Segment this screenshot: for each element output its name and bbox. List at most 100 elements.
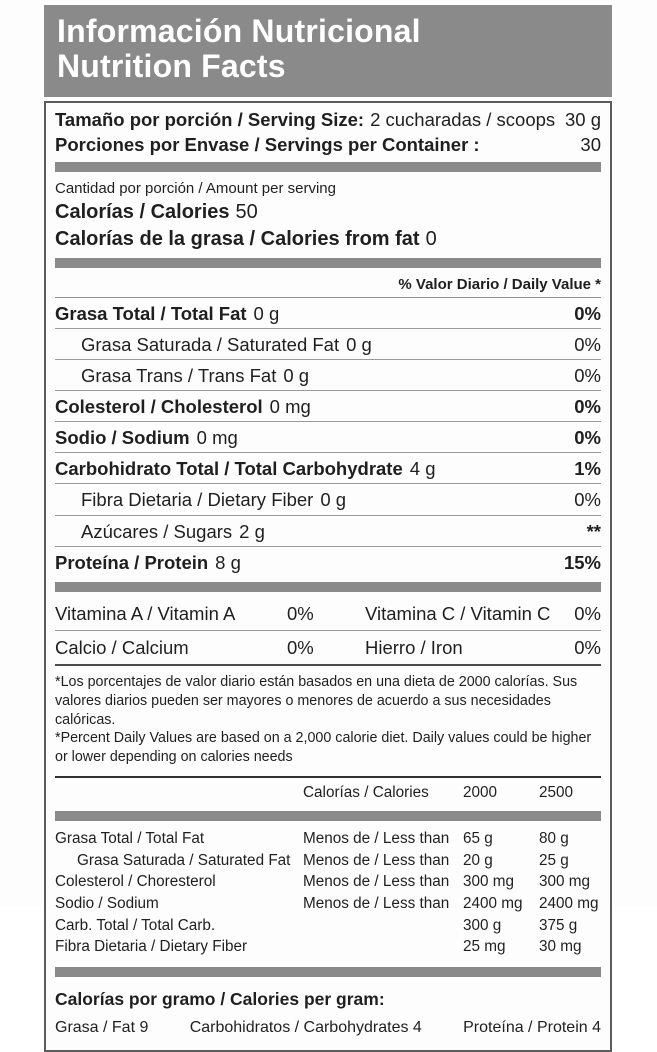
- calories-label: Calorías / Calories: [55, 200, 230, 223]
- reference-nutrient: Colesterol / Choresterol: [55, 873, 216, 891]
- iron-label: Hierro / Iron: [365, 636, 463, 658]
- calories-from-fat-label: Calorías de la grasa / Calories from fat: [55, 227, 420, 250]
- serving-size-label: Tamaño por porción / Serving Size:: [55, 109, 365, 131]
- separator-bar: [55, 581, 601, 592]
- serving-size-amount: 30 g: [564, 109, 601, 131]
- serving-size-value: 2 cucharadas / scoops: [370, 109, 556, 131]
- nutrient-row-saturated-fat: Grasa Saturada / Saturated Fat 0 g 0%: [55, 329, 601, 360]
- nutrition-label-page: Información Nutricional Nutrition Facts …: [44, 5, 612, 1052]
- reference-condition: Menos de / Less than: [303, 851, 450, 869]
- nutrient-amount: 0 g: [346, 333, 372, 355]
- daily-value-header: % Valor Diario / Daily Value *: [55, 273, 601, 298]
- reference-nutrient: Fibra Dietaria / Dietary Fiber: [55, 938, 248, 956]
- nutrient-daily-value: 0%: [574, 489, 601, 511]
- nutrient-label: Proteína / Protein 8 g: [55, 551, 241, 574]
- calories-row: Calorías / Calories 50: [55, 199, 601, 226]
- reference-value-2500: 300 mg: [539, 873, 591, 891]
- nutrient-row-cholesterol: Colesterol / Cholesterol 0 mg 0%: [55, 391, 601, 423]
- iron-value: 0%: [574, 636, 601, 658]
- servings-per-container-value: 30: [580, 133, 601, 155]
- calories-per-gram-row: Grasa / Fat 9 Carbohidratos / Carbohydra…: [55, 1012, 601, 1046]
- nutrient-name: Grasa Saturada / Saturated Fat: [81, 333, 340, 355]
- reference-value-2000: 25 mg: [463, 938, 506, 956]
- footnotes: *Los porcentajes de valor diario están b…: [55, 666, 601, 776]
- reference-nutrient: Grasa Total / Total Fat: [55, 829, 205, 847]
- nutrient-daily-value: 15%: [563, 551, 601, 573]
- nutrient-amount: 2 g: [239, 520, 265, 542]
- nutrient-name: Fibra Dietaria / Dietary Fiber: [81, 489, 314, 511]
- nutrient-label: Grasa Trans / Trans Fat 0 g: [81, 364, 309, 387]
- nutrient-daily-value: 1%: [574, 458, 601, 480]
- vitamin-a-value: 0%: [287, 602, 314, 624]
- servings-per-container-label: Porciones por Envase / Servings per Cont…: [55, 133, 480, 155]
- nutrient-amount: 0 g: [283, 364, 310, 386]
- reference-condition: [303, 915, 461, 937]
- nutrient-name: Colesterol / Cholesterol: [55, 396, 263, 418]
- nutrient-name: Grasa Total / Total Fat: [55, 302, 247, 324]
- reference-col-2000: 2000: [463, 784, 498, 802]
- nutrient-label: Azúcares / Sugars 2 g: [81, 520, 265, 543]
- vitamin-c-label: Vitamina C / Vitamin C: [365, 602, 551, 624]
- reference-value-2000: 65 g: [463, 829, 493, 847]
- nutrient-row-protein: Proteína / Protein 8 g 15%: [55, 547, 601, 577]
- calories-from-fat-row: Calorías de la grasa / Calories from fat…: [55, 226, 601, 253]
- nutrient-name: Grasa Trans / Trans Fat: [81, 364, 277, 386]
- reference-value-2000: 2400 mg: [463, 894, 523, 912]
- amount-per-serving-label: Cantidad por porción / Amount per servin…: [55, 180, 336, 198]
- vitamins-section: Vitamina A / Vitamin A 0% Vitamina C / V…: [55, 597, 601, 666]
- calories-value: 50: [235, 200, 258, 223]
- separator-bar: [55, 810, 601, 821]
- reference-value-2000: 300 g: [463, 916, 502, 934]
- nutrient-label: Carbohidrato Total / Total Carbohydrate 4…: [55, 457, 435, 480]
- vitamin-row: Calcio / Calcium 0% Hierro / Iron 0%: [55, 631, 601, 664]
- nutrient-daily-value: **: [586, 520, 601, 542]
- reference-nutrient: Grasa Saturada / Saturated Fat: [77, 851, 291, 869]
- reference-table-header: Calorías / Calories 2000 2500: [55, 778, 601, 806]
- calcium-label: Calcio / Calcium: [55, 636, 189, 658]
- footnote-spanish: *Los porcentajes de valor diario están b…: [55, 673, 578, 728]
- nutrient-row-sodium: Sodio / Sodium 0 mg 0%: [55, 422, 601, 454]
- nutrient-daily-value: 0%: [574, 333, 601, 355]
- calories-per-gram-fat: Grasa / Fat 9: [55, 1019, 149, 1037]
- nutrient-daily-value: 0%: [574, 427, 601, 449]
- nutrient-amount: 8 g: [215, 551, 241, 573]
- calories-per-gram-title: Calorías por gramo / Calories per gram:: [55, 989, 385, 1010]
- reference-condition: Menos de / Less than: [303, 873, 450, 891]
- nutrient-amount: 4 g: [409, 458, 436, 480]
- reference-value-2500: 30 mg: [539, 938, 582, 956]
- reference-value-2500: 80 g: [539, 829, 569, 847]
- reference-table-rows: Grasa Total / Total Fat Menos de / Less …: [55, 826, 601, 962]
- footnote-english: *Percent Daily Values are based on a 2,0…: [55, 730, 592, 766]
- nutrient-daily-value: 0%: [574, 396, 601, 418]
- separator-bar: [55, 967, 601, 978]
- reference-value-2500: 25 g: [539, 851, 569, 869]
- nutrient-name: Azúcares / Sugars: [81, 520, 233, 542]
- reference-nutrient: Sodio / Sodium: [55, 894, 159, 912]
- nutrient-row-total-carbohydrate: Carbohidrato Total / Total Carbohydrate 4…: [55, 453, 601, 485]
- header-title-english: Nutrition Facts: [57, 48, 286, 85]
- reference-value-2000: 20 g: [463, 851, 493, 869]
- nutrient-row-sugars: Azúcares / Sugars 2 g **: [55, 516, 601, 547]
- nutrient-amount: 0 g: [320, 489, 347, 511]
- label-header: Información Nutricional Nutrition Facts: [44, 5, 612, 98]
- nutrient-label: Colesterol / Cholesterol 0 mg: [55, 395, 311, 418]
- vitamin-c-value: 0%: [574, 602, 601, 624]
- calories-from-fat-value: 0: [425, 227, 437, 250]
- nutrient-amount: 0 mg: [196, 427, 238, 449]
- label-body: Tamaño por porción / Serving Size: 2 cuc…: [44, 101, 612, 1052]
- reference-col-2500: 2500: [539, 784, 574, 802]
- calories-per-gram-carbohydrates: Carbohidratos / Carbohydrates 4: [189, 1019, 422, 1037]
- nutrient-name: Carbohidrato Total / Total Carbohydrate: [55, 458, 403, 480]
- nutrient-label: Sodio / Sodium 0 mg: [55, 426, 238, 449]
- reference-header-spacer: [55, 782, 303, 804]
- reference-calories-label: Calorías / Calories: [303, 784, 429, 802]
- separator-bar: [55, 162, 601, 173]
- nutrient-label: Fibra Dietaria / Dietary Fiber 0 g: [81, 488, 346, 511]
- reference-nutrient: Carb. Total / Total Carb.: [55, 916, 216, 934]
- reference-value-2500: 375 g: [539, 916, 578, 934]
- nutrient-row-trans-fat: Grasa Trans / Trans Fat 0 g 0%: [55, 360, 601, 392]
- nutrient-row-dietary-fiber: Fibra Dietaria / Dietary Fiber 0 g 0%: [55, 484, 601, 516]
- servings-per-container-row: Porciones por Envase / Servings per Cont…: [55, 133, 601, 157]
- nutrient-name: Proteína / Protein: [55, 551, 209, 573]
- nutrient-row-total-fat: Grasa Total / Total Fat 0 g 0%: [55, 298, 601, 329]
